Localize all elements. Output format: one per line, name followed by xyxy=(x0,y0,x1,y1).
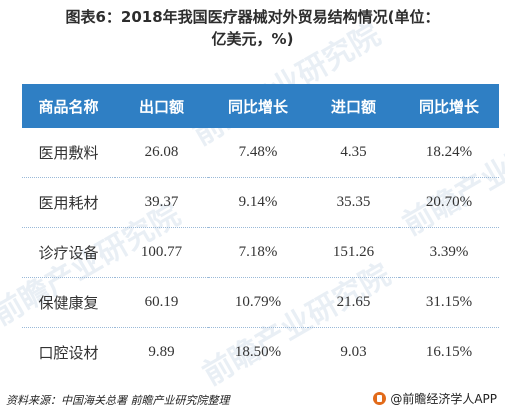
table-cell-import: 35.35 xyxy=(308,177,399,228)
table-cell-product: 保健康复 xyxy=(22,277,115,328)
brand-label: @前瞻经济学人APP xyxy=(390,392,497,406)
table-cell-export-growth: 9.14% xyxy=(208,177,308,228)
table-cell-import: 4.35 xyxy=(308,128,399,178)
table-cell-export-growth: 7.48% xyxy=(208,128,308,178)
page-title: 图表6：2018年我国医疗器械对外贸易结构情况(单位：亿美元，%) xyxy=(65,8,440,48)
table-header-row: 商品名称 出口额 同比增长 进口额 同比增长 xyxy=(22,84,499,128)
table-cell-import: 151.26 xyxy=(308,227,399,278)
table-row: 诊疗设备 100.77 7.18% 151.26 3.39% xyxy=(22,227,499,278)
column-header-import: 进口额 xyxy=(308,84,399,128)
table-cell-export-growth: 18.50% xyxy=(234,344,282,360)
table-cell-import: 21.65 xyxy=(308,277,399,328)
table-cell-product: 口腔设材 xyxy=(38,344,99,362)
trade-structure-table: 商品名称 出口额 同比增长 进口额 同比增长 医用敷料 26.08 7.48% … xyxy=(22,84,499,377)
table-cell-export: 39.37 xyxy=(115,177,208,228)
table-row: 医用敷料 26.08 7.48% 4.35 18.24% xyxy=(22,128,499,178)
table-cell-product: 诊疗设备 xyxy=(22,227,115,278)
column-header-product: 商品名称 xyxy=(22,84,115,128)
column-header-import-growth: 同比增长 xyxy=(399,84,499,128)
table-cell-product: 医用耗材 xyxy=(22,177,115,228)
table-row: 保健康复 60.19 10.79% 21.65 31.15% xyxy=(22,277,499,328)
table-cell-import-growth: 18.24% xyxy=(399,128,499,178)
table-cell-export: 9.89 xyxy=(148,344,175,360)
table-cell-export-growth: 10.79% xyxy=(208,277,308,328)
table-cell-import: 9.03 xyxy=(340,344,367,360)
table-row: 口腔设材 9.89 18.50% 9.03 16.15% xyxy=(22,328,499,378)
column-header-export: 出口额 xyxy=(115,84,208,128)
table-cell-import-growth: 20.70% xyxy=(399,177,499,228)
table-cell-product: 医用敷料 xyxy=(22,128,115,178)
table-cell-import-growth: 16.15% xyxy=(425,344,473,360)
table-cell-export: 60.19 xyxy=(115,277,208,328)
table-cell-export: 26.08 xyxy=(115,128,208,178)
table-cell-import-growth: 31.15% xyxy=(399,277,499,328)
source-note: 资料来源：中国海关总署 前瞻产业研究院整理 xyxy=(6,394,230,407)
table-row: 医用耗材 39.37 9.14% 35.35 20.70% xyxy=(22,177,499,228)
table-cell-export-growth: 7.18% xyxy=(208,227,308,278)
table-cell-import-growth: 3.39% xyxy=(399,227,499,278)
brand-credit: @前瞻经济学人APP xyxy=(373,390,497,407)
table-cell-export: 100.77 xyxy=(115,227,208,278)
brand-logo-icon xyxy=(373,392,387,405)
column-header-export-growth: 同比增长 xyxy=(208,84,308,128)
